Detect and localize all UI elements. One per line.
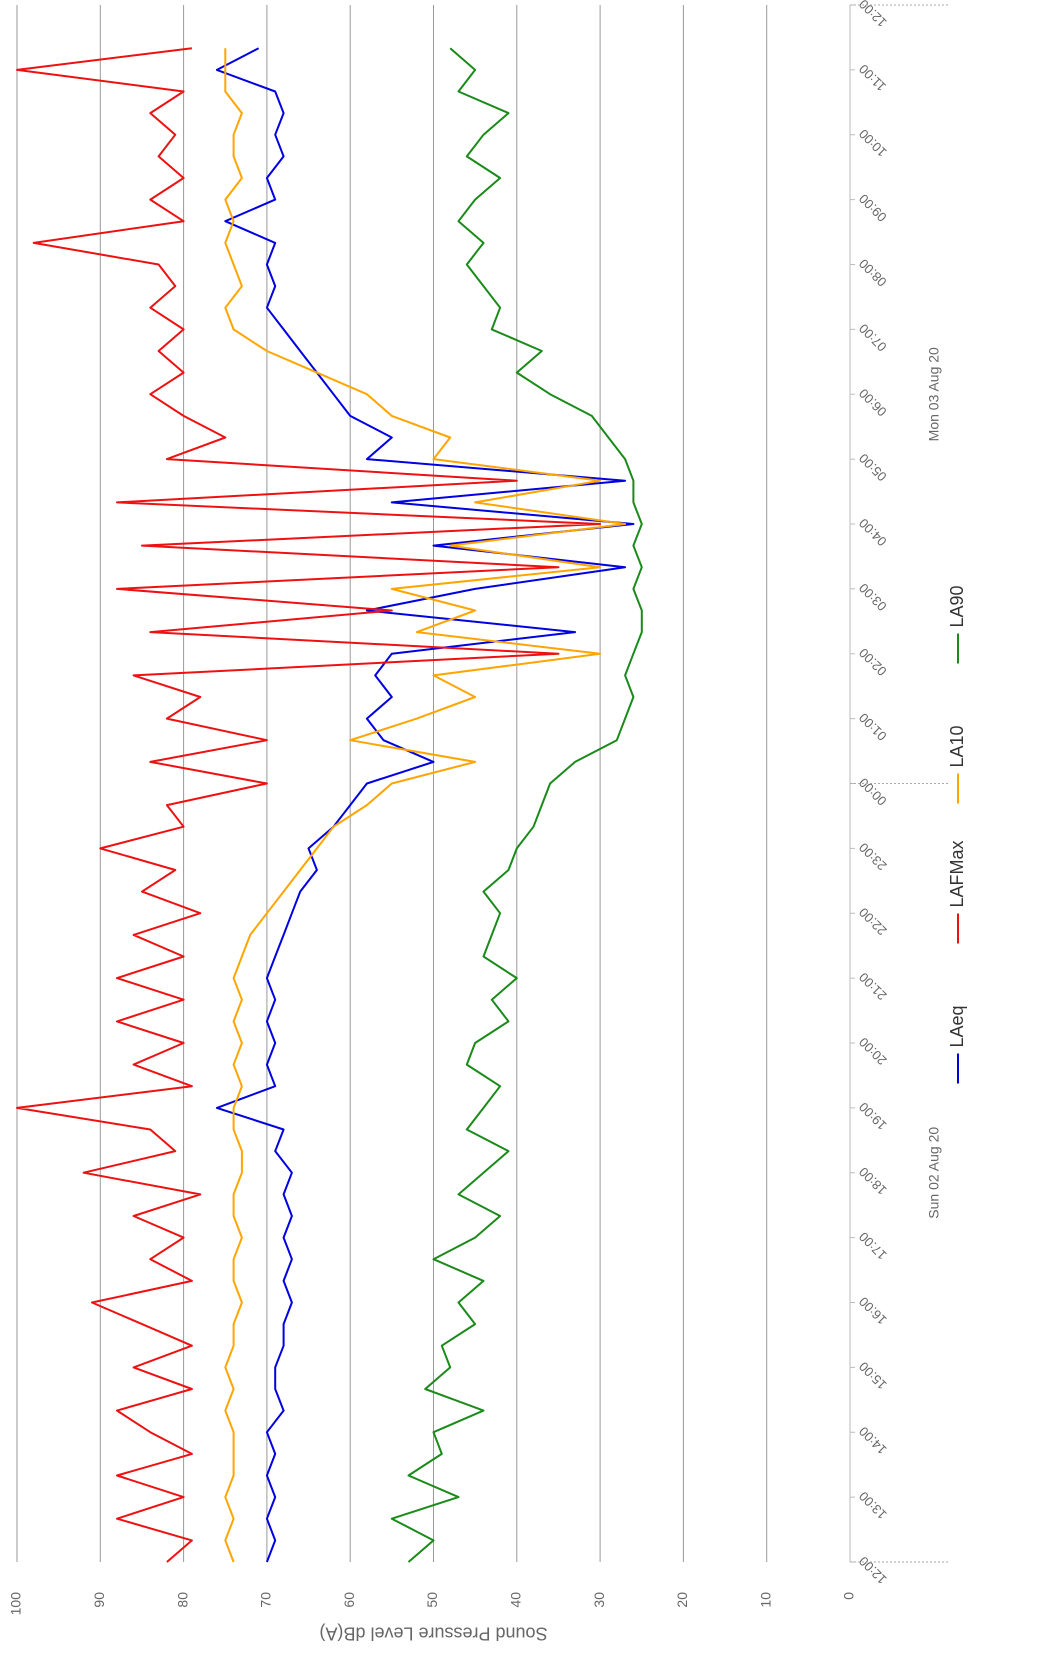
y-tick-label: 50 <box>424 1592 440 1608</box>
legend-label: LA10 <box>947 725 967 767</box>
x-tick-label: 06:00 <box>856 386 890 420</box>
y-tick-label: 20 <box>674 1592 690 1608</box>
x-group-label: Mon 03 Aug 20 <box>926 347 942 441</box>
y-tick-label: 80 <box>174 1592 190 1608</box>
y-tick-label: 60 <box>341 1592 357 1608</box>
x-tick-label: 16:00 <box>856 1294 890 1328</box>
x-tick-label: 07:00 <box>856 321 890 355</box>
y-tick-label: 90 <box>91 1592 107 1608</box>
y-tick-label: 0 <box>841 1592 857 1600</box>
x-tick-label: 01:00 <box>856 710 890 744</box>
legend-label: LA90 <box>947 585 967 627</box>
series-line <box>390 47 643 1563</box>
chart-body: 0 10 20 30 40 50 60 70 80 90 100 Sound Pressure Lev… <box>8 0 967 1643</box>
x-tick-label: 02:00 <box>856 645 890 679</box>
y-tick-label: 40 <box>508 1592 524 1608</box>
y-tick-label: 70 <box>258 1592 274 1608</box>
x-tick-label: 15:00 <box>856 1359 890 1393</box>
x-tick-label: 21:00 <box>856 970 890 1004</box>
x-tick-label: 22:00 <box>856 905 890 939</box>
series-line <box>224 48 627 1563</box>
y-tick-label: 10 <box>757 1592 773 1608</box>
x-group-label: Sun 02 Aug 20 <box>926 1127 942 1219</box>
x-tick-label: 18:00 <box>856 1164 890 1198</box>
x-tick-label: 12:00 <box>856 0 890 30</box>
series-line <box>215 47 635 1563</box>
x-tick-label: 03:00 <box>856 580 890 614</box>
y-axis-title: Sound Pressure Level dB(A) <box>319 1623 547 1643</box>
x-tick-label: 12:00 <box>856 1553 890 1587</box>
x-tick-label: 17:00 <box>856 1229 890 1263</box>
x-tick-label: 11:00 <box>856 61 889 94</box>
x-tick-label: 10:00 <box>856 126 890 160</box>
legend-label: LAFMax <box>947 840 967 907</box>
y-tick-label: 30 <box>591 1592 607 1608</box>
series-line <box>16 47 602 1563</box>
legend-label: LAeq <box>947 1005 967 1047</box>
x-tick-label: 04:00 <box>856 515 890 549</box>
x-tick-label: 00:00 <box>856 775 890 809</box>
x-tick-label: 14:00 <box>856 1424 890 1458</box>
x-tick-label: 13:00 <box>856 1489 890 1523</box>
x-tick-label: 20:00 <box>856 1034 890 1068</box>
x-tick-label: 19:00 <box>856 1099 890 1133</box>
x-tick-label: 08:00 <box>856 256 890 290</box>
x-tick-label: 23:00 <box>856 840 890 874</box>
x-tick-label: 09:00 <box>856 191 890 225</box>
x-tick-label: 05:00 <box>856 451 890 485</box>
y-tick-label: 100 <box>8 1592 24 1616</box>
